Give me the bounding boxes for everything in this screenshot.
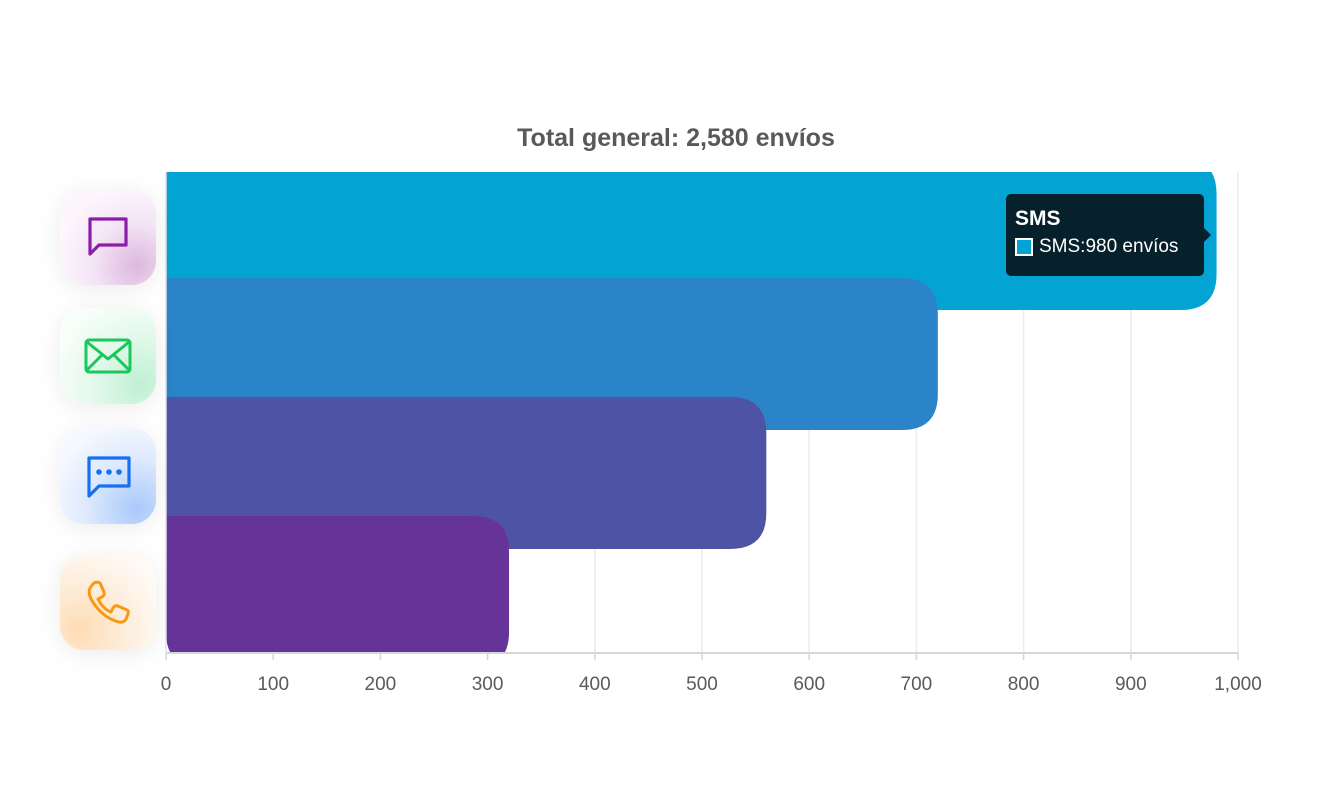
tooltip-title: SMS <box>1015 207 1061 230</box>
phone-icon-card <box>60 554 156 650</box>
x-tick-label: 300 <box>472 674 504 695</box>
tooltip-label: SMS:980 envíos <box>1039 236 1179 257</box>
x-tick-label: 200 <box>365 674 397 695</box>
bar-sms[interactable] <box>166 158 1217 310</box>
chat-icon <box>87 456 131 498</box>
email-icon-card <box>60 308 156 404</box>
axis-layer: 0 100 200 300 400 500 600 700 800 900 1,000 <box>161 172 1262 695</box>
x-tick-label: 800 <box>1008 674 1040 695</box>
x-tick-label: 600 <box>793 674 825 695</box>
x-tick-label: 100 <box>257 674 289 695</box>
x-tick-label: 1,000 <box>1214 674 1262 695</box>
chat-icon-card <box>60 428 156 524</box>
bar-chat[interactable] <box>166 397 767 549</box>
tooltip: SMS SMS:980 envíos <box>1006 194 1211 276</box>
chart-title: Total general: 2,580 envíos <box>517 124 835 152</box>
bars-layer <box>166 158 1217 668</box>
bar-email[interactable] <box>166 278 938 430</box>
x-tick-label: 500 <box>686 674 718 695</box>
x-tick-label: 700 <box>901 674 933 695</box>
email-icon <box>84 338 132 374</box>
x-tick-label: 0 <box>161 674 172 695</box>
bar-llamada[interactable] <box>166 516 510 668</box>
phone-icon <box>87 580 130 624</box>
sms-icon-card <box>60 189 156 285</box>
x-tick-label: 900 <box>1115 674 1147 695</box>
sms-icon <box>88 217 128 256</box>
x-tick-label: 400 <box>579 674 611 695</box>
tooltip-swatch <box>1015 238 1033 256</box>
tooltip-row: SMS:980 envíos <box>1015 236 1195 258</box>
